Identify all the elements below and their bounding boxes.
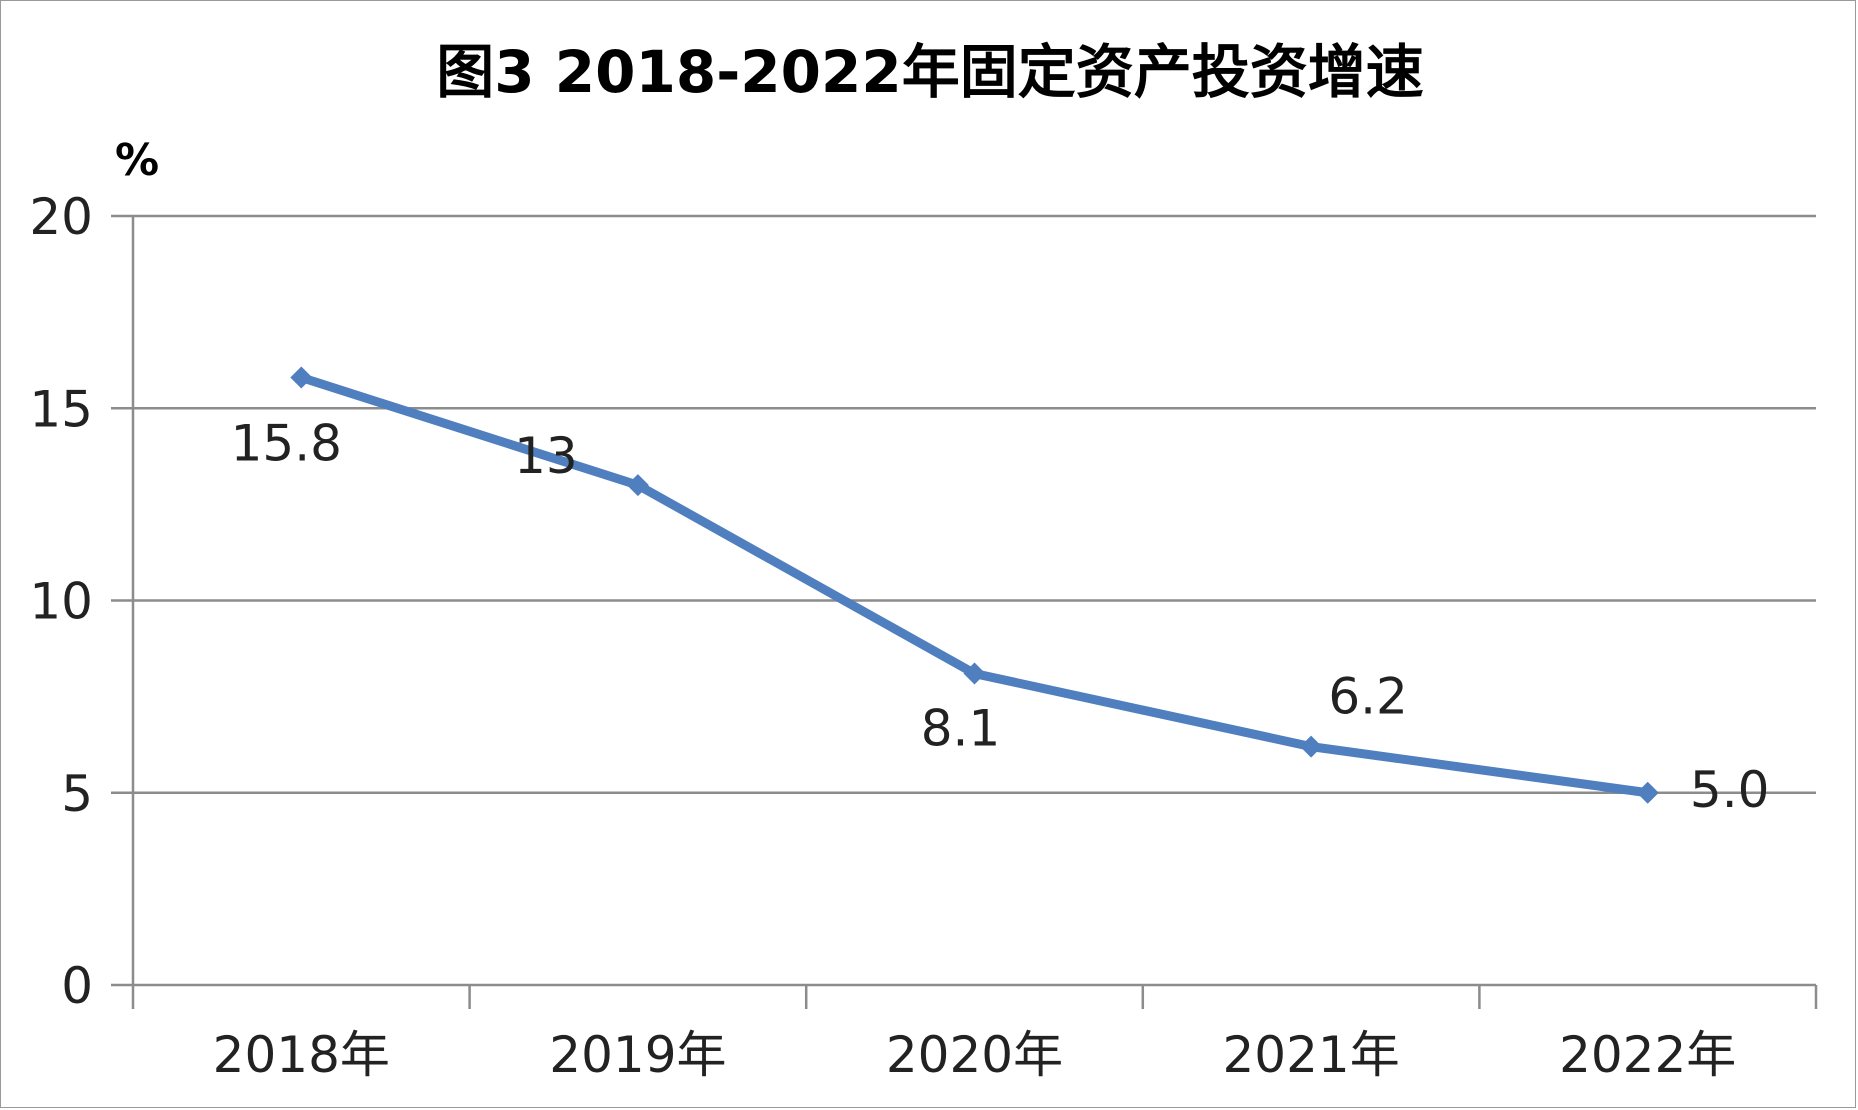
y-tick-labels: 0 5 10 15 20 [29,188,93,1015]
data-point-marker [290,366,313,389]
x-tick-labels: 2018年 2019年 2020年 2021年 2022年 [213,1026,1737,1084]
x-tick-label: 2022年 [1559,1026,1736,1084]
data-labels: 15.8 13 8.1 6.2 5.0 [231,414,1770,818]
y-tick-label: 0 [61,957,93,1015]
data-label: 6.2 [1328,668,1408,726]
data-point-marker [963,662,986,685]
data-point-marker [626,474,649,497]
y-tick-label: 15 [29,380,93,438]
axes [111,216,1818,1009]
y-tick-label: 20 [29,188,93,246]
data-label: 5.0 [1690,761,1770,819]
data-point-marker [1300,735,1323,758]
data-label: 13 [514,427,578,485]
x-tick-label: 2020年 [886,1026,1063,1084]
data-label: 15.8 [231,414,342,472]
x-tick-label: 2018年 [213,1026,390,1084]
y-tick-label: 5 [61,765,93,823]
data-label: 8.1 [921,700,1001,758]
data-markers [290,366,1659,804]
chart-title: 图3 2018-2022年固定资产投资增速 [436,38,1423,106]
x-tick-label: 2019年 [549,1026,726,1084]
data-point-marker [1636,781,1659,804]
y-axis-unit-label: % [115,135,159,186]
y-tick-label: 10 [29,573,93,631]
x-tick-label: 2021年 [1222,1026,1399,1084]
